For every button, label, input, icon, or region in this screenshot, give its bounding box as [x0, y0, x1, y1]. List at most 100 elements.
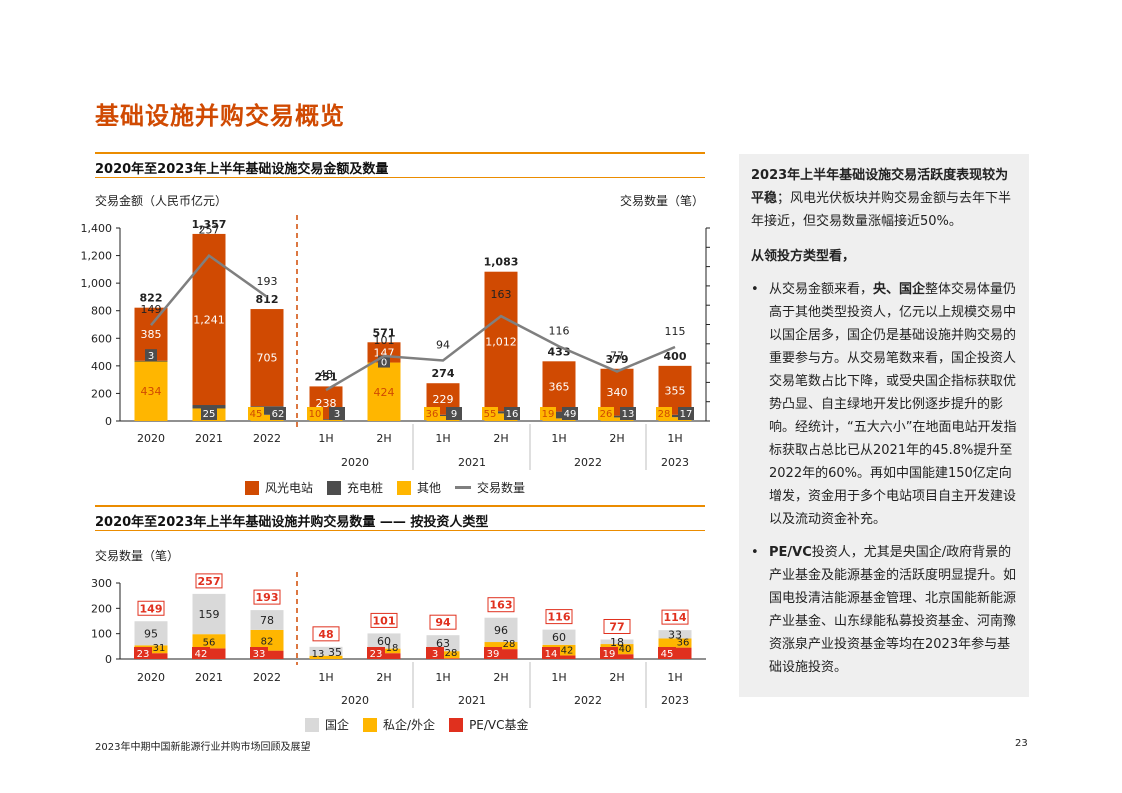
x-tick-label: 1H [551, 432, 566, 445]
bar-total-label: 257 [198, 575, 221, 588]
legend-item-private: 私企/外企 [363, 716, 435, 733]
bar-segment [542, 629, 576, 645]
bar-value-label: 18 [386, 643, 399, 654]
bar-segment [250, 309, 284, 407]
bar-total-label: 274 [432, 367, 455, 380]
bar-value-label: 14 [545, 649, 558, 660]
bar-value-label: 45 [250, 409, 263, 420]
bar-segment [367, 362, 401, 421]
value-badge [620, 407, 636, 420]
value-badge [248, 407, 264, 420]
y-tick-label: 0 [105, 415, 112, 428]
legend-label-private: 私企/外企 [383, 718, 436, 732]
value-badge [145, 349, 157, 362]
total-box [429, 614, 457, 630]
line-value-label: 193 [257, 275, 278, 288]
x-tick-label: 2022 [253, 671, 281, 684]
bullet1-rest: 整体交易体量仍高于其他类型投资人，亿元以上规模交易中以国企居多，国企仍是基础设施… [769, 282, 1017, 527]
bar-value-label: 19 [542, 409, 555, 420]
bar-segment [658, 417, 692, 421]
value-badge [192, 647, 210, 659]
bar-segment [484, 271, 518, 412]
y-tick-label: 1,000 [81, 277, 113, 290]
y-tick-label: 100 [91, 628, 112, 641]
deal-count-line [150, 253, 676, 392]
chart1-bottom-rule [95, 177, 705, 178]
line-value-label: 163 [491, 288, 512, 301]
bar-total-label: 116 [548, 611, 571, 624]
value-badge [600, 647, 618, 659]
x-tick-label: 2021 [195, 432, 223, 445]
bar-segment [134, 361, 168, 421]
bar-total-label: 571 [373, 326, 396, 339]
x-group-label: 2020 [341, 456, 369, 469]
bar-total-label: 400 [664, 350, 687, 363]
bar-value-label: 365 [549, 380, 570, 393]
bar-value-label: 229 [433, 393, 454, 406]
value-badge [270, 407, 286, 420]
legend-swatch-private [363, 717, 378, 732]
chart1-amount-and-count: 0 200 400 600 800 1,000 1,200 1,400 2020 2021 2022… [81, 215, 710, 470]
bar-value-label: 39 [487, 649, 500, 660]
bar-total-label: 48 [318, 628, 333, 641]
bar-value-label: 3 [432, 649, 438, 660]
x-tick-label: 2022 [253, 432, 281, 445]
bar-segment [250, 406, 284, 415]
bar-value-label: 13 [622, 409, 635, 420]
bar-value-label: 159 [199, 608, 220, 621]
value-badge [201, 407, 217, 420]
value-badge [678, 407, 694, 420]
legend-swatch-pevc [449, 717, 464, 732]
x-tick-label: 1H [667, 671, 682, 684]
bar-total-label: 94 [435, 616, 451, 629]
page-title: 基础设施并购交易概览 [95, 102, 345, 130]
bar-value-label: 705 [257, 352, 278, 365]
legend-swatch-other [397, 480, 412, 495]
x-tick-label: 1H [435, 671, 450, 684]
total-box [487, 597, 515, 613]
bar-value-label: 19 [603, 649, 616, 660]
bar-total-label: 163 [490, 599, 513, 612]
bar-total-label: 193 [256, 591, 279, 604]
x-tick-label: 2H [493, 432, 508, 445]
sidebar-bullet-soe: • 从交易金额来看，央、国企整体交易体量仍高于其他类型投资人，亿元以上规模交易中… [751, 278, 1017, 531]
legend-label-pevc: PE/VC基金 [469, 718, 529, 732]
bullet2-bold: PE/VC [769, 545, 812, 560]
bar-segment [658, 414, 692, 418]
value-badge [658, 647, 676, 659]
bar-value-label: 238 [316, 397, 337, 410]
footer-page-number: 23 [1015, 738, 1028, 749]
bar-segment [484, 411, 518, 414]
bar-value-label: 28 [658, 409, 671, 420]
bar-total-label: 114 [664, 611, 687, 624]
x-tick-label: 2H [376, 671, 391, 684]
legend-item-pevc: PE/VC基金 [449, 716, 529, 733]
value-badge [562, 407, 578, 420]
bar-segment [426, 414, 460, 417]
y-tick-label: 1,400 [81, 222, 113, 235]
bar-segment [192, 405, 226, 409]
bar-segment [542, 361, 576, 412]
bullet-dot: • [751, 282, 759, 297]
y-tick-label: 600 [91, 332, 112, 345]
legend-item-charging: 充电桩 [327, 479, 383, 496]
y-tick-label: 200 [91, 387, 112, 400]
bar-segment [426, 416, 460, 421]
total-box [312, 626, 340, 642]
footer-report-title: 2023年中期中国新能源行业并购市场回顾及展望 [95, 742, 311, 753]
y-tick-label: 200 [91, 602, 112, 615]
bar-total-label: 1,083 [484, 256, 519, 269]
bar-value-label: 33 [253, 649, 266, 660]
line-value-label: 116 [549, 324, 570, 337]
legend-label-wind-solar: 风光电站 [265, 481, 314, 495]
bar-value-label: 60 [377, 635, 391, 648]
chart1-left-axis-title: 交易金额（人民币亿元） [95, 194, 228, 208]
y-tick-label: 400 [91, 360, 112, 373]
sidebar-subhead: 从领投方类型看， [751, 249, 856, 264]
bar-segment [192, 634, 226, 649]
bullet-dot: • [751, 545, 759, 560]
chart1-top-rule [95, 152, 705, 154]
bar-value-label: 28 [503, 639, 516, 650]
total-box [603, 618, 631, 634]
bar-segment [309, 646, 343, 656]
